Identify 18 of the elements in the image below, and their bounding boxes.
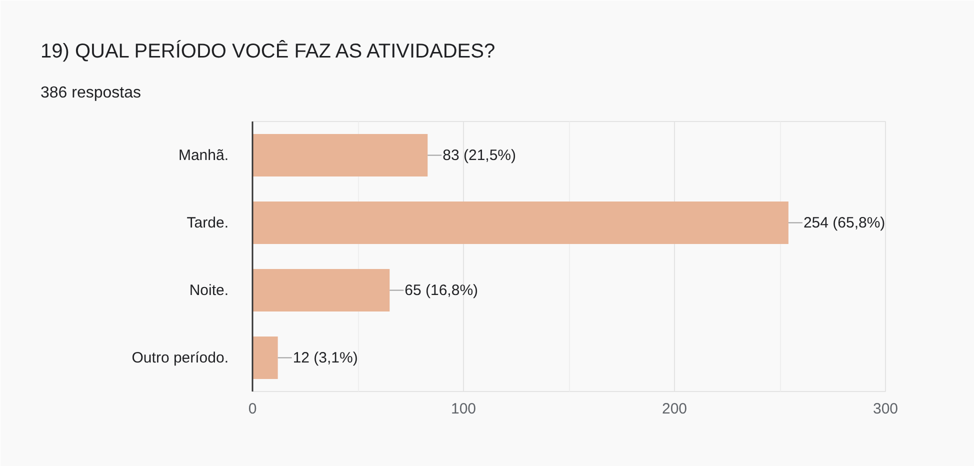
bar bbox=[252, 336, 278, 380]
chart-title: 19) QUAL PERÍODO VOCÊ FAZ AS ATIVIDADES? bbox=[40, 40, 496, 62]
bar bbox=[252, 134, 428, 177]
x-tick-label: 300 bbox=[872, 400, 898, 418]
bar bbox=[252, 268, 390, 312]
data-label: 83 (21,5%) bbox=[442, 146, 516, 164]
x-tick-label: 0 bbox=[248, 400, 257, 418]
text: 386 respostas bbox=[40, 84, 142, 102]
x-tick-label: 100 bbox=[450, 400, 476, 418]
y-tick-label: Tarde. bbox=[186, 214, 229, 232]
y-tick-label: Manhã. bbox=[178, 146, 229, 164]
bar bbox=[252, 201, 788, 244]
y-tick-label: Noite. bbox=[189, 282, 229, 299]
x-tick-label: 200 bbox=[662, 400, 688, 418]
y-tick-label: Outro período. bbox=[132, 349, 229, 366]
data-label: 254 (65,8%) bbox=[803, 214, 886, 232]
data-label: 12 (3,1%) bbox=[292, 349, 358, 366]
data-label: 65 (16,8%) bbox=[404, 282, 478, 299]
